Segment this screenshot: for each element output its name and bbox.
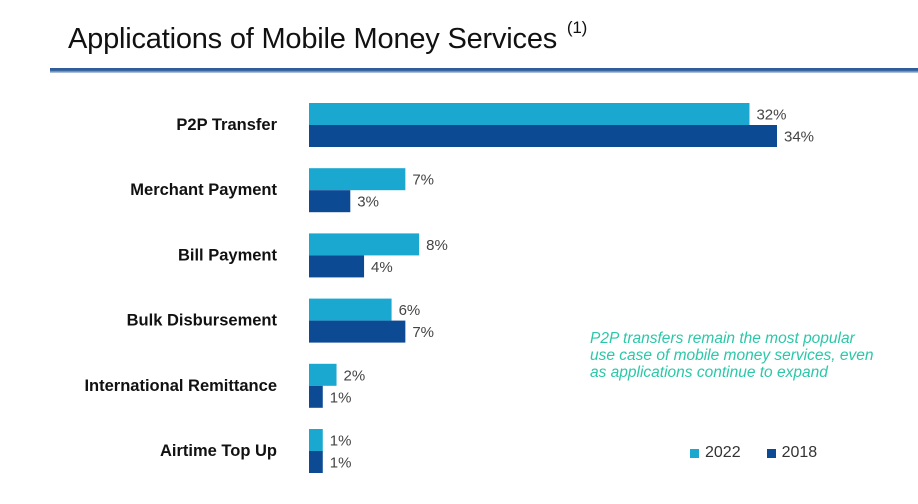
legend-item-2022: 2022 <box>690 444 741 462</box>
data-label-bulk-disbursement-2018: 7% <box>412 324 434 341</box>
data-label-p2p-transfer-2018: 34% <box>784 129 814 146</box>
title-block: Applications of Mobile Money Services (1… <box>68 18 587 56</box>
chart-title-text: Applications of Mobile Money Services <box>68 22 558 55</box>
legend-swatch-2018 <box>766 448 776 458</box>
data-label-international-remittance-2018: 1% <box>330 389 352 406</box>
data-label-airtime-top-up-2022: 1% <box>330 433 352 450</box>
legend-swatch-2022 <box>690 448 699 458</box>
title-rule <box>50 68 918 73</box>
legend-item-2018: 2018 <box>766 444 818 462</box>
bar-merchant-payment-2018 <box>309 190 351 213</box>
data-label-bill-payment-2022: 8% <box>426 237 448 254</box>
legend-label-2022: 2022 <box>705 444 741 461</box>
chart-title: Applications of Mobile Money Services (1… <box>68 18 587 55</box>
bar-merchant-payment-2022 <box>309 168 406 191</box>
data-label-p2p-transfer-2022: 32% <box>756 107 786 124</box>
category-label-merchant-payment: Merchant Payment <box>130 181 277 199</box>
chart-legend: 2022 2018 <box>690 444 817 462</box>
data-label-bill-payment-2018: 4% <box>371 259 393 276</box>
bar-airtime-top-up-2018 <box>309 451 323 473</box>
bar-bill-payment-2018 <box>309 255 365 278</box>
title-footnote-mark: (1) <box>566 18 588 37</box>
data-label-international-remittance-2022: 2% <box>344 367 366 384</box>
category-label-international-remittance: International Remittance <box>84 377 277 395</box>
bar-bulk-disbursement-2018 <box>309 320 406 343</box>
category-label-bill-payment: Bill Payment <box>178 246 278 264</box>
category-label-bulk-disbursement: Bulk Disbursement <box>127 312 278 330</box>
bar-bulk-disbursement-2022 <box>309 298 392 321</box>
category-label-p2p-transfer: P2P Transfer <box>176 116 277 134</box>
bar-bill-payment-2022 <box>309 233 420 256</box>
data-label-airtime-top-up-2018: 1% <box>330 455 352 472</box>
data-label-merchant-payment-2018: 3% <box>357 194 379 211</box>
category-label-airtime-top-up: Airtime Top Up <box>160 442 277 460</box>
annotation-note: P2P transfers remain the most popular us… <box>590 330 874 381</box>
bar-international-remittance-2018 <box>309 385 323 408</box>
legend-label-2018: 2018 <box>781 444 818 461</box>
bar-international-remittance-2022 <box>309 363 337 386</box>
bar-p2p-transfer-2018 <box>309 125 777 147</box>
bar-airtime-top-up-2022 <box>309 429 323 451</box>
bar-p2p-transfer-2022 <box>309 103 750 125</box>
data-label-bulk-disbursement-2022: 6% <box>399 302 421 319</box>
data-label-merchant-payment-2022: 7% <box>412 172 434 189</box>
